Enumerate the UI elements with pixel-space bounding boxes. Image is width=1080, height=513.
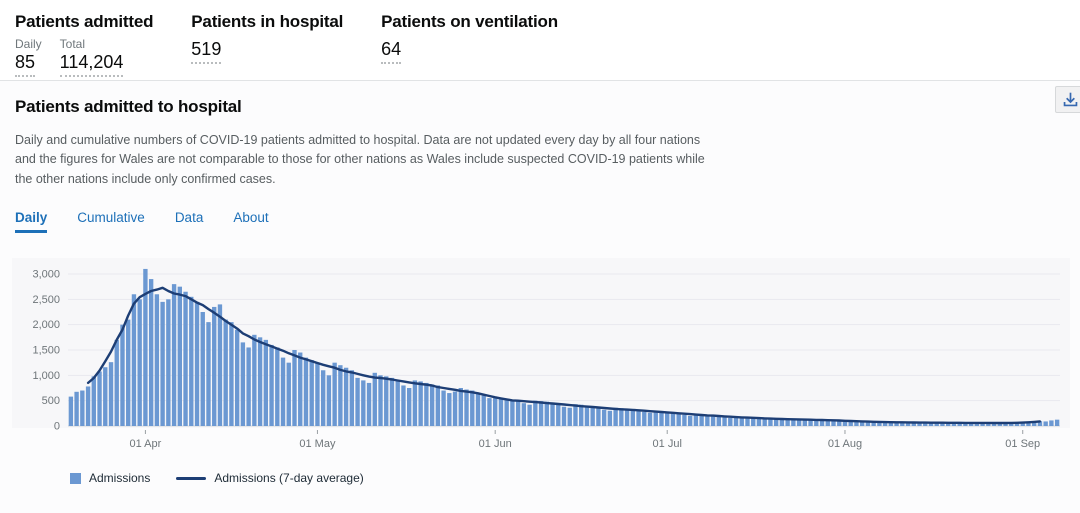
legend-item-average: Admissions (7-day average) [176,471,364,486]
svg-text:2,500: 2,500 [32,294,60,306]
svg-text:2,000: 2,000 [32,319,60,331]
stat-title-patients-on-ventilation: Patients on ventilation [381,12,558,31]
svg-text:3,000: 3,000 [32,269,60,281]
card-description: Daily and cumulative numbers of COVID-19… [15,133,705,186]
stat-ventilation-value[interactable]: 64 [381,39,402,64]
stat-total-label: Total [59,37,86,51]
tab-bar: Daily Cumulative Data About [15,210,1080,234]
stat-total-value[interactable]: 114,204 [59,52,124,77]
stat-total: Total 114,204 [59,37,124,77]
svg-text:01 Apr: 01 Apr [130,438,162,450]
section-divider [0,80,1080,81]
svg-text:01 Jul: 01 Jul [653,438,682,450]
svg-text:0: 0 [54,421,60,433]
patients-admitted-card: Patients admitted to hospital Daily and … [0,81,1080,513]
summary-stats: Patients admitted Daily 85 Total 114,204… [0,0,1080,77]
svg-text:01 Aug: 01 Aug [828,438,862,450]
stat-patients-admitted: Patients admitted Daily 85 Total 114,204 [15,12,153,77]
stat-daily-value[interactable]: 85 [15,52,36,77]
stat-title-patients-admitted: Patients admitted [15,12,154,31]
tab-cumulative[interactable]: Cumulative [77,210,145,226]
legend-item-admissions: Admissions [70,471,150,485]
admissions-bar-swatch [70,472,81,484]
svg-text:01 Sep: 01 Sep [1005,438,1040,450]
svg-text:01 Jun: 01 Jun [479,438,512,450]
stat-patients-on-ventilation: Patients on ventilation 64 [381,12,558,77]
legend-label-admissions: Admissions [89,471,151,486]
stat-daily: Daily 85 [15,37,42,77]
svg-text:500: 500 [42,395,60,407]
tab-data[interactable]: Data [174,210,204,226]
card-title: Patients admitted to hospital [15,97,242,116]
average-line-swatch [176,476,207,480]
stat-in-hospital-value[interactable]: 519 [191,39,222,64]
svg-text:01 May: 01 May [299,438,336,450]
svg-text:1,500: 1,500 [32,345,60,357]
tab-about[interactable]: About [233,210,269,226]
chart-legend: Admissions Admissions (7-day average) [70,471,1080,485]
stat-title-patients-in-hospital: Patients in hospital [191,12,344,31]
stat-patients-in-hospital: Patients in hospital 519 [191,12,343,77]
stat-daily-label: Daily [15,37,42,51]
svg-text:1,000: 1,000 [32,370,60,382]
admissions-chart[interactable]: 0 500 1,000 1,500 2,000 2,500 3,000 01 Apr 01 Ma… [12,258,1080,459]
tab-daily[interactable]: Daily [15,210,48,234]
download-button[interactable] [1055,86,1080,113]
admissions-chart-svg[interactable]: 0 500 1,000 1,500 2,000 2,500 3,000 01 Apr 01 Ma… [12,258,1070,454]
legend-label-average: Admissions (7-day average) [214,471,364,486]
download-icon [1062,91,1079,108]
